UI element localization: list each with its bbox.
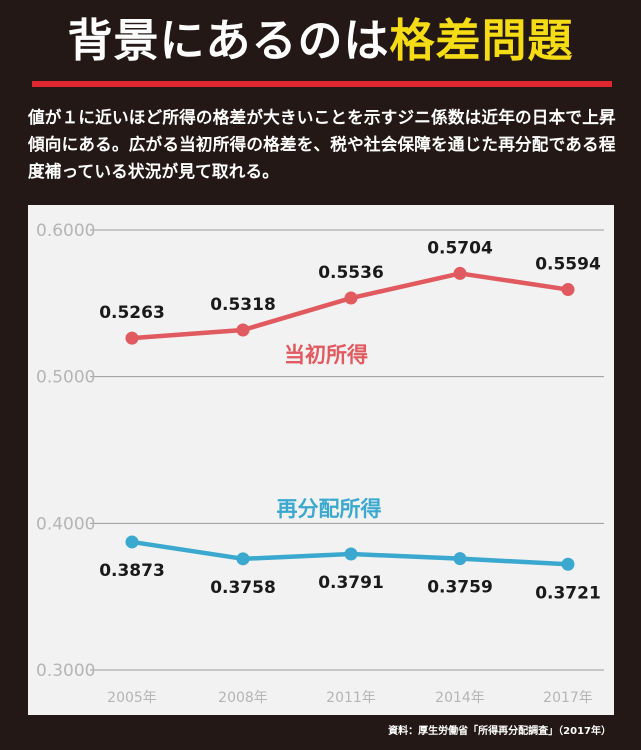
data-point	[125, 331, 139, 345]
data-label: 0.3791	[318, 573, 384, 593]
data-point	[344, 291, 358, 305]
data-label: 0.5594	[535, 255, 601, 275]
series-name-label: 当初所得	[284, 343, 368, 367]
data-point	[125, 535, 139, 549]
data-label: 0.5263	[99, 303, 165, 323]
series-line	[129, 271, 571, 341]
data-label: 0.5318	[210, 295, 276, 315]
title-underline	[32, 81, 612, 87]
data-label: 0.5704	[427, 238, 493, 258]
y-tick-label: 0.4000	[36, 514, 95, 534]
data-label: 0.3873	[99, 561, 165, 581]
description-text: 値が１に近いほど所得の格差が大きいことを示すジニ係数は近年の日本で上昇傾向にある…	[28, 108, 616, 181]
data-point	[561, 283, 575, 297]
series-name-label: 再分配所得	[277, 497, 382, 521]
data-point	[561, 557, 575, 571]
title-area: 背景にあるのは格差問題	[0, 10, 641, 87]
y-tick-label: 0.3000	[36, 661, 95, 681]
data-point	[344, 547, 358, 561]
y-tick-label: 0.6000	[36, 221, 95, 241]
title-main: 背景にあるのは	[67, 14, 390, 67]
y-tick-label: 0.5000	[36, 368, 95, 388]
title-highlight: 格差問題	[389, 14, 574, 67]
x-tick-label: 2014年	[435, 690, 485, 706]
page-title: 背景にあるのは格差問題	[0, 10, 641, 72]
data-label: 0.3759	[427, 578, 493, 598]
data-point	[453, 552, 467, 566]
x-tick-label: 2008年	[218, 690, 268, 706]
source-note: 資料：厚生労働省「所得再分配調査」（2017年）	[388, 726, 611, 737]
x-tick-label: 2017年	[543, 690, 593, 706]
data-label: 0.5536	[318, 263, 384, 283]
data-point	[236, 552, 250, 566]
chart-panel: 0.3000 0.4000 0.5000 0.6000 2005年 2008年 2011年 2…	[28, 205, 614, 715]
line-chart: 0.3000 0.4000 0.5000 0.6000 2005年 2008年 2011年 2…	[36, 221, 604, 706]
x-tick-label: 2011年	[326, 690, 376, 706]
data-label: 0.3758	[210, 578, 276, 598]
data-point	[453, 266, 467, 280]
data-point	[236, 323, 250, 337]
x-tick-label: 2005年	[107, 690, 157, 706]
data-label: 0.3721	[535, 583, 601, 603]
